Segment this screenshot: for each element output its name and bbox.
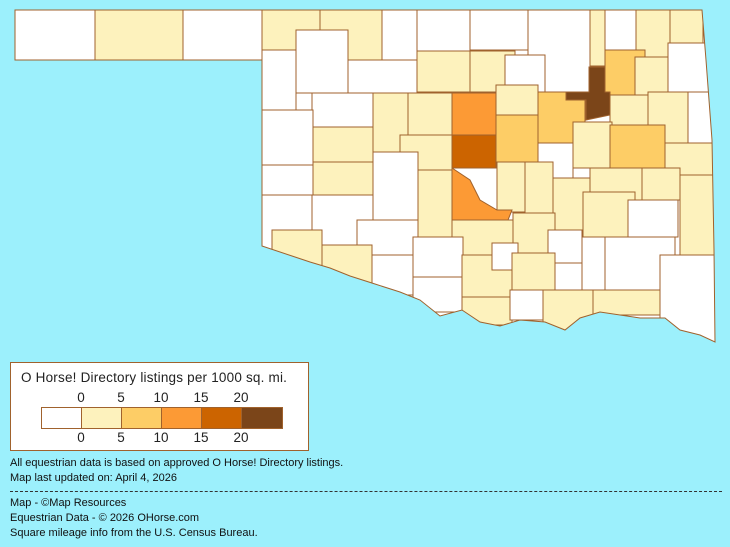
county — [659, 254, 715, 342]
legend-tick: 20 — [233, 390, 249, 405]
county — [589, 10, 606, 67]
data-credit: Equestrian Data - © 2026 OHorse.com — [10, 512, 200, 524]
map-credit: Map - ©Map Resources — [10, 497, 127, 509]
county — [451, 92, 497, 137]
county — [451, 134, 497, 169]
county — [295, 29, 349, 94]
county — [312, 126, 374, 163]
county — [451, 167, 513, 221]
county — [347, 59, 418, 94]
legend-tick: 0 — [77, 390, 85, 405]
county — [261, 109, 314, 166]
county — [182, 10, 263, 61]
legend-swatch — [242, 408, 282, 428]
legend-swatch — [162, 408, 202, 428]
county — [604, 10, 637, 51]
legend-swatches — [41, 407, 283, 429]
legend-title: O Horse! Directory listings per 1000 sq.… — [21, 370, 288, 385]
legend-tick: 5 — [117, 430, 125, 445]
legend-tick: 0 — [77, 430, 85, 445]
legend-tick: 5 — [117, 390, 125, 405]
county — [565, 66, 611, 121]
census-credit: Square mileage info from the U.S. Census… — [10, 527, 258, 539]
oklahoma-county-map — [14, 9, 716, 343]
county — [582, 191, 636, 246]
county — [94, 10, 184, 61]
county — [416, 10, 471, 52]
county — [609, 94, 649, 126]
county — [417, 169, 453, 238]
county — [312, 161, 374, 196]
legend-tick: 10 — [153, 430, 169, 445]
updated-note: Map last updated on: April 4, 2026 — [10, 472, 177, 484]
county — [627, 199, 679, 238]
legend-tick: 15 — [193, 390, 209, 405]
county — [509, 289, 546, 321]
county — [412, 236, 464, 278]
county — [669, 10, 704, 44]
county — [412, 276, 464, 313]
legend-swatch — [42, 408, 82, 428]
legend: O Horse! Directory listings per 1000 sq.… — [10, 362, 309, 451]
data-basis-note: All equestrian data is based on approved… — [10, 457, 344, 469]
county — [381, 10, 418, 64]
county — [524, 161, 554, 216]
county — [572, 121, 613, 169]
legend-tick: 15 — [193, 430, 209, 445]
county — [679, 174, 715, 256]
legend-tick: 10 — [153, 390, 169, 405]
county — [496, 161, 526, 213]
county — [511, 252, 556, 291]
county — [311, 92, 374, 128]
county — [407, 92, 453, 136]
divider — [10, 491, 722, 492]
county — [469, 10, 529, 51]
county — [261, 164, 314, 196]
county — [592, 289, 661, 316]
legend-swatch — [122, 408, 162, 428]
legend-swatch — [202, 408, 242, 428]
county — [687, 91, 715, 144]
county — [271, 229, 323, 271]
county — [371, 254, 416, 296]
county — [15, 10, 96, 61]
county — [416, 50, 471, 93]
legend-swatch — [82, 408, 122, 428]
legend-tick: 20 — [233, 430, 249, 445]
county — [641, 167, 681, 201]
county — [495, 84, 539, 116]
county — [372, 151, 419, 221]
county — [461, 296, 513, 326]
county — [495, 114, 539, 163]
